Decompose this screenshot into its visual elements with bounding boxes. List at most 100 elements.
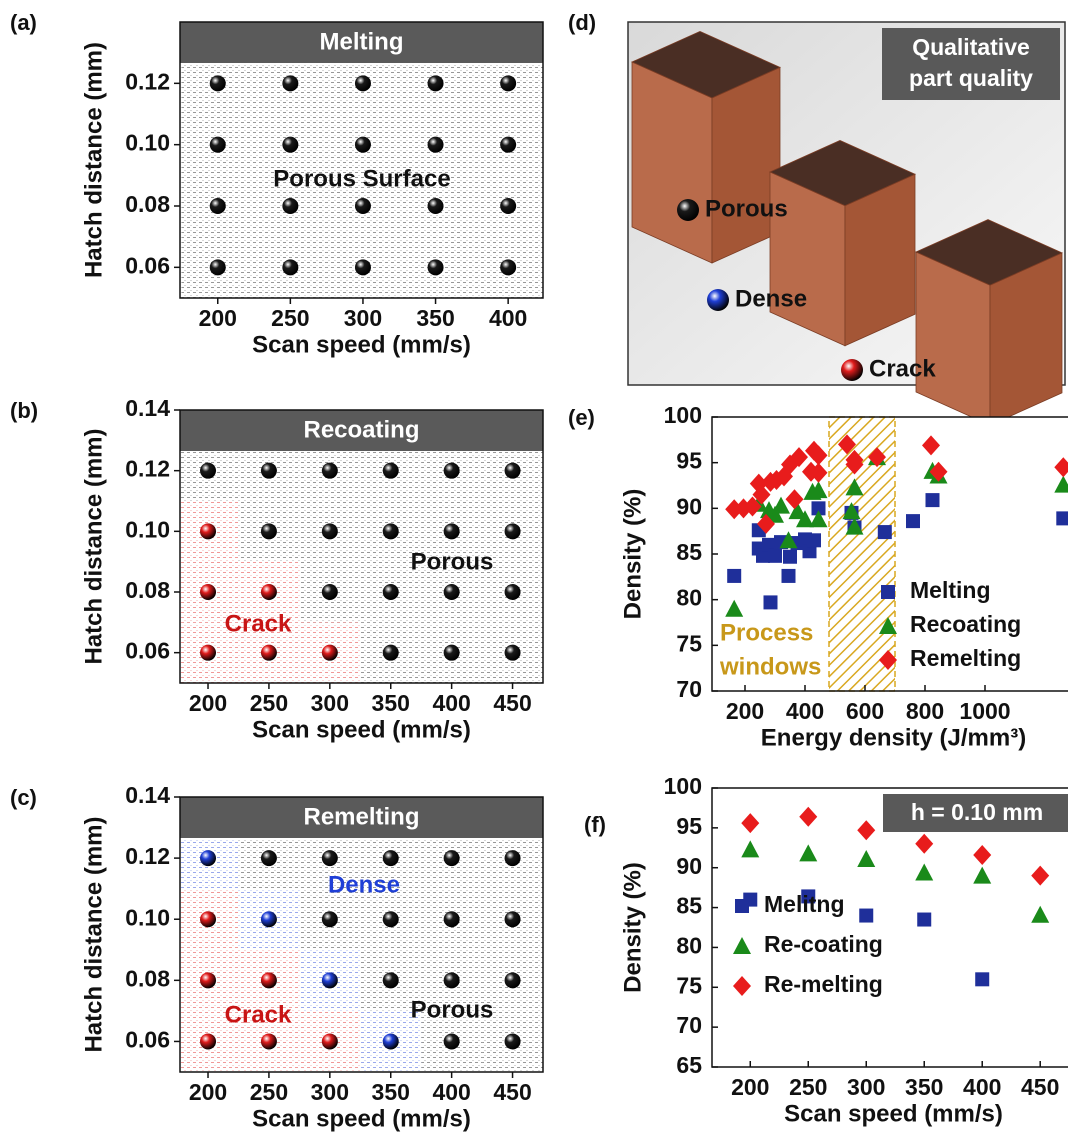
- point: [783, 549, 797, 564]
- point: [200, 1033, 217, 1050]
- point: [200, 462, 217, 479]
- point: [200, 644, 217, 661]
- legend-label: Porous: [705, 195, 788, 222]
- point: [260, 911, 277, 928]
- point: [260, 584, 277, 600]
- point: [809, 510, 828, 528]
- point: [975, 972, 990, 987]
- legend-label: Remelting: [910, 645, 1021, 671]
- y-tick-label: 90: [676, 493, 702, 519]
- point: [785, 489, 804, 510]
- y-axis-label: Hatch distance (mm): [80, 42, 107, 278]
- y-tick-label: 90: [676, 853, 702, 879]
- x-tick-label: 600: [846, 698, 884, 724]
- x-tick-label: 350: [416, 305, 454, 331]
- annotation: Crack: [225, 1001, 292, 1028]
- legend-marker: [677, 199, 699, 221]
- x-axis-label: Scan speed (mm/s): [252, 1105, 471, 1132]
- point: [282, 136, 299, 153]
- legend-label: Melting: [910, 577, 991, 603]
- point: [354, 259, 371, 276]
- point: [727, 568, 742, 583]
- point: [443, 972, 460, 989]
- point: [779, 531, 798, 549]
- point: [200, 972, 217, 989]
- y-axis-label: Density (%): [619, 489, 646, 620]
- y-tick-label: 0.08: [125, 965, 170, 991]
- x-tick-label: 400: [489, 305, 527, 331]
- point: [857, 849, 876, 867]
- x-tick-label: 1000: [959, 698, 1010, 724]
- legend-marker: [879, 650, 897, 670]
- chart-title: Melting: [320, 28, 404, 55]
- point: [504, 1033, 521, 1050]
- point: [504, 911, 521, 928]
- y-tick-label: 80: [676, 933, 702, 959]
- x-tick-label: 350: [905, 1074, 943, 1100]
- x-axis-label: Scan speed (mm/s): [784, 1100, 1003, 1127]
- point: [906, 514, 920, 529]
- point: [811, 501, 826, 516]
- x-axis-label: Scan speed (mm/s): [252, 331, 471, 358]
- y-tick-label: 85: [676, 893, 702, 919]
- point: [382, 644, 399, 661]
- point: [260, 523, 277, 540]
- point: [443, 523, 460, 540]
- point: [929, 461, 948, 482]
- point: [427, 136, 444, 153]
- point: [260, 462, 277, 479]
- point: [1031, 865, 1050, 886]
- point: [766, 505, 784, 523]
- point: [427, 75, 444, 92]
- legend-marker: [707, 289, 729, 311]
- y-tick-label: 95: [676, 813, 702, 839]
- legend-label: Crack: [869, 355, 936, 382]
- x-tick-label: 200: [199, 305, 237, 331]
- legend-marker: [881, 585, 895, 599]
- point: [260, 850, 277, 867]
- x-tick-label: 300: [311, 690, 349, 716]
- point: [809, 462, 828, 483]
- point: [209, 75, 226, 92]
- y-tick-label: 0.06: [125, 252, 170, 278]
- title-bar: [180, 410, 543, 451]
- point: [321, 850, 338, 867]
- panel-label: (f): [584, 812, 606, 837]
- legend-label: Dense: [735, 285, 807, 312]
- x-tick-label: 300: [847, 1074, 885, 1100]
- annotation: Dense: [328, 871, 400, 898]
- x-tick-label: 250: [271, 305, 309, 331]
- point: [845, 478, 864, 496]
- y-tick-label: 95: [676, 448, 702, 474]
- annotation: Process: [720, 619, 813, 646]
- point: [741, 840, 760, 858]
- point: [915, 833, 934, 854]
- point: [799, 844, 818, 862]
- point: [427, 259, 444, 276]
- y-tick-label: 0.10: [125, 516, 170, 542]
- x-tick-label: 350: [372, 690, 410, 716]
- x-tick-label: 200: [189, 690, 227, 716]
- point: [443, 1033, 460, 1050]
- point: [868, 447, 886, 468]
- x-tick-label: 350: [372, 1079, 410, 1105]
- plot-frame: [179, 796, 544, 1073]
- chart-title: Recoating: [303, 416, 419, 443]
- y-axis-label: Hatch distance (mm): [80, 428, 107, 664]
- annotation: windows: [719, 653, 821, 680]
- plot-frame: [179, 21, 544, 299]
- point: [282, 198, 299, 214]
- y-axis-label: Hatch distance (mm): [80, 816, 107, 1052]
- x-tick-label: 400: [432, 690, 470, 716]
- x-tick-label: 200: [731, 1074, 769, 1100]
- point: [200, 850, 217, 867]
- point: [762, 537, 776, 552]
- point: [200, 584, 217, 600]
- legend-marker: [735, 899, 749, 913]
- chart-title: Remelting: [303, 803, 419, 830]
- legend-label: Recoating: [910, 611, 1021, 637]
- legend-label: Re-coating: [764, 931, 883, 957]
- point: [500, 198, 517, 214]
- point: [743, 496, 762, 517]
